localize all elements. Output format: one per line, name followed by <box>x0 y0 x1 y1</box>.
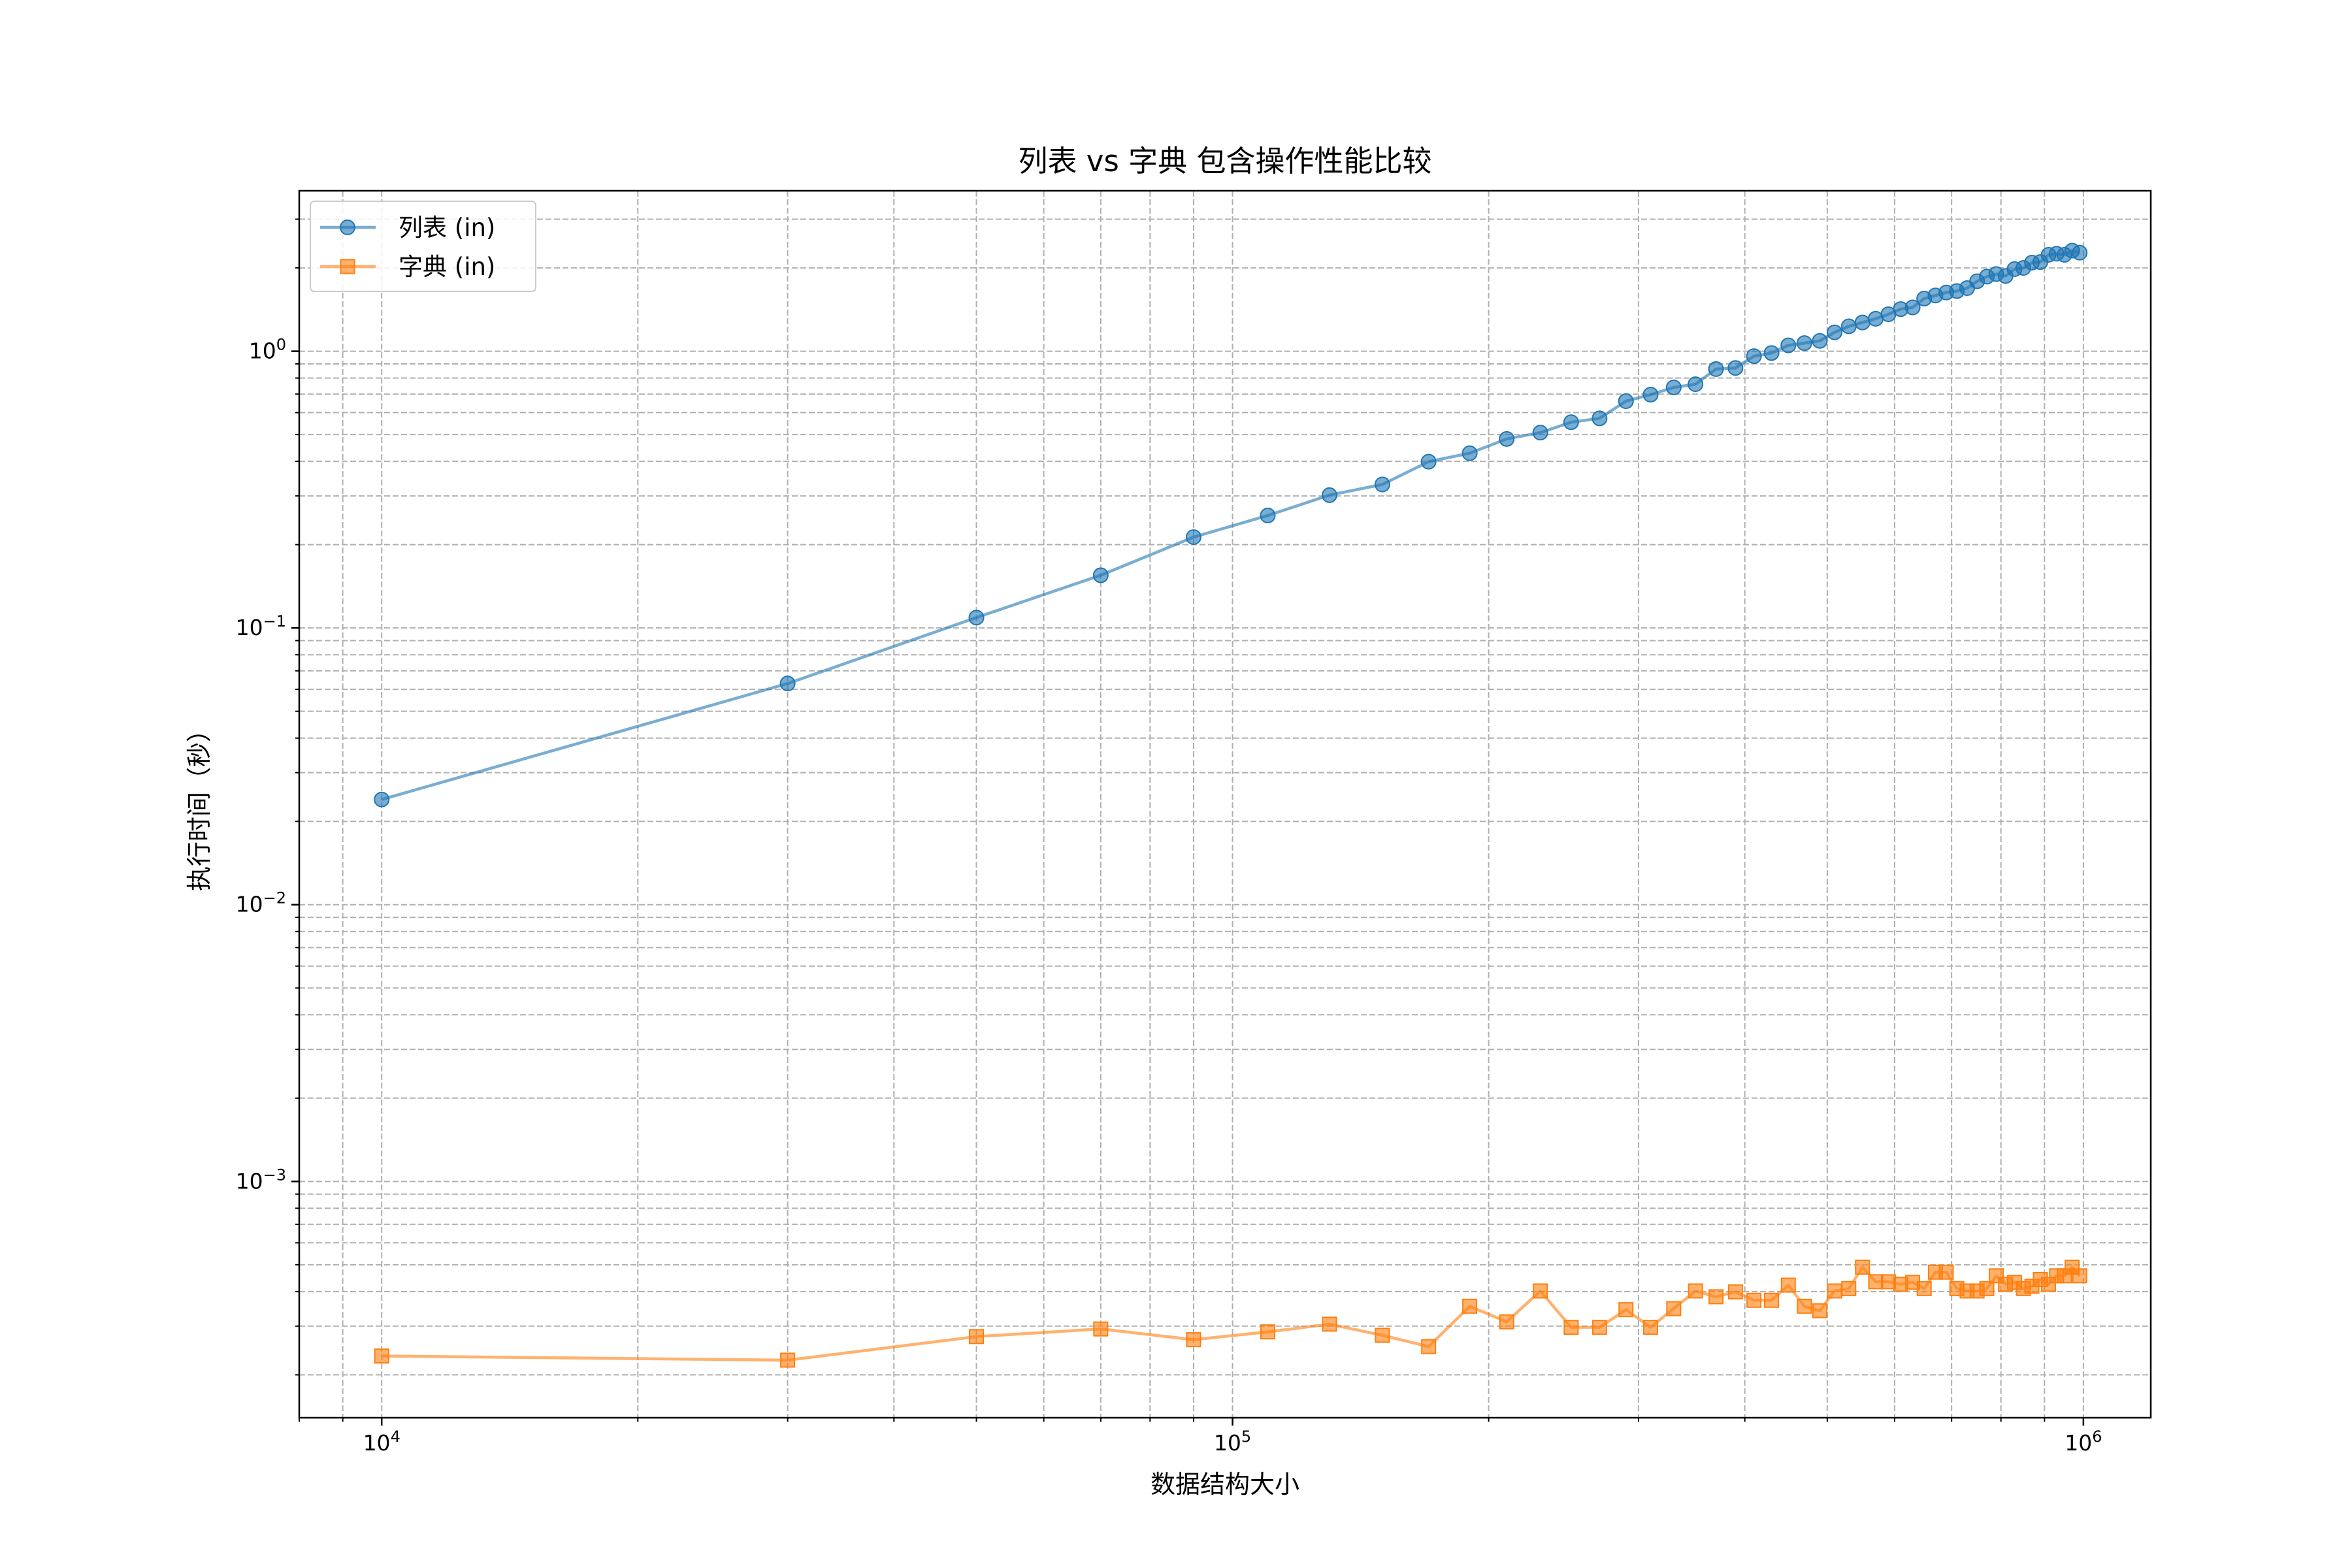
dict-data-point <box>1916 1281 1932 1296</box>
dict-data-point <box>1186 1332 1201 1348</box>
dict-data-point <box>1841 1281 1857 1296</box>
y-tick-label: 100 <box>249 336 286 364</box>
legend-marker-dict <box>340 259 355 274</box>
legend-marker-list <box>340 220 355 235</box>
dict-data-point <box>1618 1302 1634 1318</box>
list-data-point <box>1904 299 1921 316</box>
dict-data-point <box>374 1348 389 1364</box>
dict-data-point <box>1979 1281 1995 1296</box>
list-data-point <box>1840 318 1857 335</box>
chart-title: 列表 vs 字典 包含操作性能比较 <box>1019 144 1432 178</box>
plot-area <box>374 242 2088 1368</box>
list-data-point <box>374 791 390 808</box>
list-data-point <box>1780 337 1797 353</box>
x-tick-label: 105 <box>1214 1428 1251 1456</box>
list-data-point <box>1618 393 1634 410</box>
dict-data-point <box>1533 1283 1548 1299</box>
list-data-point <box>1185 529 1201 546</box>
legend: 列表 (in) 字典 (in) <box>310 201 536 292</box>
dict-data-point <box>1797 1298 1812 1314</box>
dict-data-point <box>1421 1339 1437 1354</box>
dict-data-point <box>1260 1324 1275 1340</box>
y-tick-label: 10−2 <box>236 889 286 917</box>
dict-data-point <box>1827 1283 1842 1299</box>
dict-data-point <box>1812 1303 1827 1318</box>
list-data-point <box>1374 476 1390 493</box>
list-data-point <box>1462 445 1478 461</box>
list-data-point <box>1763 345 1780 361</box>
dict-data-point <box>1462 1298 1478 1314</box>
y-tick-label: 10−1 <box>236 612 286 640</box>
list-data-point <box>1854 314 1870 331</box>
list-data-point <box>1827 324 1843 340</box>
list-data-point <box>1321 487 1337 503</box>
legend-label-dict: 字典 (in) <box>399 253 495 281</box>
dict-data-point <box>1563 1320 1579 1335</box>
dict-data-point <box>1855 1260 1870 1275</box>
list-data-point <box>1260 507 1276 523</box>
list-data-point <box>1708 361 1724 377</box>
dict-data-point <box>1746 1292 1762 1308</box>
dict-data-point <box>1880 1274 1896 1290</box>
dict-data-point <box>1093 1321 1109 1337</box>
x-tick-label: 106 <box>2065 1428 2102 1456</box>
dict-data-point <box>780 1352 796 1368</box>
y-axis-label: 执行时间（秒） <box>185 717 214 891</box>
dict-data-point <box>1375 1328 1390 1343</box>
dict-data-point <box>1708 1289 1724 1305</box>
list-data-point <box>1532 425 1548 441</box>
legend-box <box>310 201 536 292</box>
list-data-point <box>1592 410 1608 427</box>
list-data-point <box>1665 379 1682 395</box>
dict-data-point <box>1688 1283 1703 1299</box>
list-data-point <box>1812 333 1828 349</box>
list-data-point <box>1796 335 1812 351</box>
list-data-point <box>1563 414 1579 431</box>
dict-data-point <box>1868 1274 1884 1290</box>
list-data-point <box>1688 376 1704 393</box>
dict-data-point <box>1938 1264 1954 1280</box>
list-data-point <box>1727 360 1744 376</box>
grid <box>299 191 2151 1418</box>
ticks: 104 105 106 100 10−1 10−2 10−3 <box>236 218 2102 1456</box>
dict-data-point <box>1780 1277 1796 1293</box>
dict-data-point <box>969 1329 985 1345</box>
dict-data-point <box>1322 1316 1337 1332</box>
legend-label-list: 列表 (in) <box>399 214 495 242</box>
y-tick-label: 10−3 <box>236 1166 286 1194</box>
dict-data-point <box>1642 1320 1658 1335</box>
x-axis-label: 数据结构大小 <box>1151 1470 1299 1499</box>
axes-frame <box>298 189 2152 1419</box>
dict-data-point <box>1764 1292 1780 1308</box>
list-data-point <box>968 610 985 626</box>
dict-data-point <box>2072 1268 2087 1284</box>
list-data-point <box>1092 567 1109 583</box>
list-data-point <box>779 676 796 692</box>
list-data-point <box>1746 348 1762 365</box>
dict-data-point <box>1592 1320 1607 1335</box>
x-tick-label: 104 <box>363 1428 400 1456</box>
list-data-point <box>2072 244 2088 261</box>
dict-data-point <box>1666 1301 1682 1316</box>
list-data-point <box>1642 386 1659 402</box>
list-data-point <box>1499 431 1515 447</box>
dict-data-point <box>1499 1314 1514 1330</box>
list-data-point <box>1420 453 1437 470</box>
dict-data-point <box>1727 1284 1743 1299</box>
